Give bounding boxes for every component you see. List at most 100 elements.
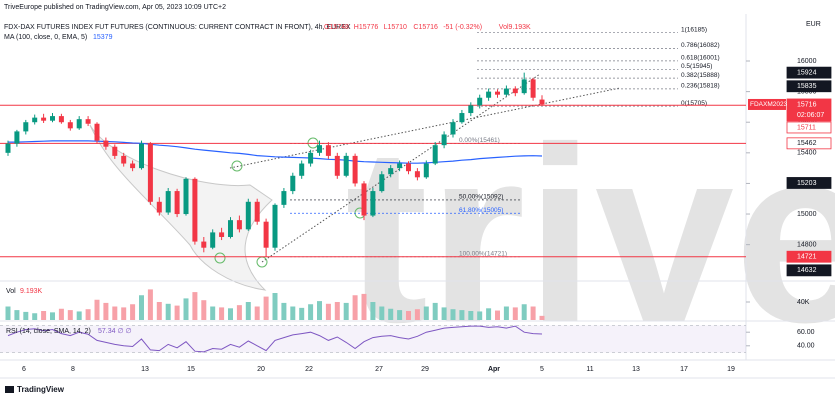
ohlc-legend: C15716: [413, 24, 438, 31]
rsi-tick-label: 40.00: [797, 343, 815, 350]
volume-bar: [183, 298, 189, 320]
volume-bar: [263, 296, 269, 320]
candle-body: [192, 178, 198, 242]
ohlc-legend: H15776: [354, 24, 379, 31]
candle-body: [94, 123, 100, 141]
x-tick-label: 15: [187, 366, 195, 373]
volume-bar: [432, 302, 438, 320]
fib-label: 61.80%(15005): [459, 207, 503, 214]
volume-bar: [397, 310, 403, 320]
volume-bar: [317, 301, 322, 320]
volume-bar: [130, 304, 136, 320]
volume-bar: [121, 307, 127, 320]
fib-label: 0.382(15888): [681, 72, 720, 79]
candle-body: [5, 143, 11, 153]
volume-bar: [32, 313, 38, 320]
x-tick-label: 27: [375, 366, 383, 373]
candle-body: [334, 155, 340, 176]
rsi-line: [7, 325, 543, 353]
volume-bar: [23, 311, 29, 320]
candle-body: [539, 99, 545, 105]
candle-body: [325, 145, 331, 156]
candle-body: [432, 145, 438, 164]
candle-body: [245, 201, 251, 230]
volume-bar: [210, 306, 216, 320]
logo: TradingView: [5, 385, 65, 394]
candle-body: [414, 171, 420, 178]
volume-bar: [459, 310, 465, 320]
drawing-shape: [89, 124, 273, 291]
volume-bar: [343, 302, 349, 320]
x-tick-label: 22: [305, 366, 313, 373]
y-tick-label: 15000: [797, 211, 817, 218]
symbol-title: FDX-DAX FUTURES INDEX FUT FUTURES (CONTI…: [4, 24, 351, 31]
candle-body: [450, 122, 456, 135]
candle-body: [236, 220, 242, 230]
volume-bar: [379, 306, 385, 320]
candle-body: [423, 163, 429, 178]
logo-text: TradingView: [17, 385, 65, 394]
candle-body: [397, 163, 403, 169]
volume-bar: [450, 309, 456, 320]
volume-bar: [334, 302, 340, 320]
candle-body: [228, 220, 233, 237]
candle-body: [379, 174, 385, 192]
x-tick-label: 19: [727, 366, 735, 373]
publish-header: TriveEurope published on TradingView.com…: [4, 4, 226, 11]
fib-label: 0.786(16082): [681, 42, 720, 49]
volume-bar: [219, 307, 225, 320]
price-marker: [786, 137, 832, 150]
ma-legend-label: MA (100, close, 0, EMA, 5): [4, 34, 87, 41]
candle-body: [352, 155, 358, 184]
volume-label: Vol: [6, 288, 16, 295]
rsi-label: RSI (14, close, SMA, 14, 2): [6, 328, 91, 335]
volume-bar: [50, 312, 55, 320]
candle-body: [210, 232, 216, 248]
volume-bar: [388, 308, 394, 320]
volume-bar: [156, 302, 162, 320]
logo-mark: [5, 386, 14, 393]
fib-label: 1(16185): [681, 26, 707, 33]
candle-body: [130, 163, 136, 169]
candle-body: [58, 116, 64, 123]
volume-bar: [201, 300, 207, 320]
candle-body: [139, 143, 144, 169]
candle-body: [468, 105, 474, 114]
volume-bar: [76, 311, 82, 320]
volume-bar: [370, 302, 376, 320]
volume-bar: [254, 306, 260, 320]
volume-bar: [67, 310, 73, 320]
currency: EUR: [806, 21, 821, 28]
volume-bar: [512, 307, 518, 320]
candle-body: [343, 155, 349, 176]
fib-label: 0.5(15945): [681, 63, 712, 70]
volume-bar: [14, 310, 20, 320]
x-tick-label: 20: [257, 366, 265, 373]
ohlc-legend: L15710: [384, 24, 407, 31]
marker-circle: [214, 252, 226, 264]
ohlc-legend: Vol9.193K: [499, 24, 531, 31]
volume-bar: [272, 293, 278, 320]
candle-body: [41, 117, 47, 121]
volume-bar: [521, 304, 527, 320]
price-marker-label: 15716: [797, 101, 817, 108]
volume-bar: [245, 302, 251, 320]
volume-bar: [503, 306, 509, 320]
candle-body: [32, 117, 38, 123]
candle-body: [486, 91, 492, 98]
volume-bar: [228, 308, 233, 320]
x-tick-label: 13: [632, 366, 640, 373]
price-marker-label: 15924: [797, 69, 817, 76]
candle-body: [156, 201, 162, 213]
candle-body: [112, 146, 118, 156]
x-tick-label: 5: [540, 366, 544, 373]
candle-body: [459, 113, 465, 123]
price-marker: [786, 264, 832, 277]
fib-label: 100.00%(14721): [459, 250, 507, 257]
volume-bar: [85, 309, 91, 320]
candle-body: [263, 221, 269, 248]
candle-body: [290, 175, 296, 192]
